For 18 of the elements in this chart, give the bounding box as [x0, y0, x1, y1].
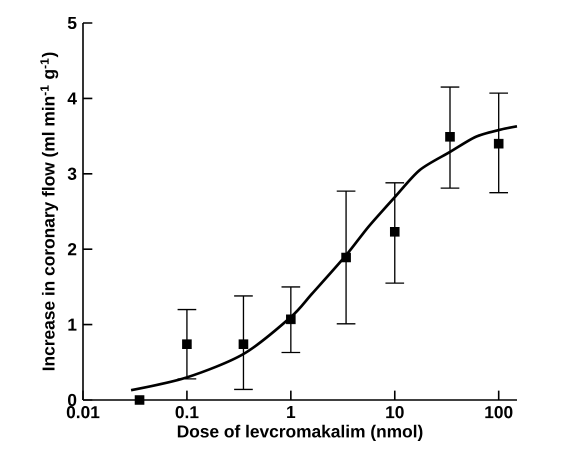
y-tick-label: 0 — [68, 394, 76, 406]
y-tick-label: 1 — [68, 318, 76, 331]
y-tick-label: 3 — [68, 168, 76, 180]
x-tick-label: 1 — [287, 406, 296, 418]
x-tick-label: 0.01 — [66, 406, 100, 418]
x-axis-title: Dose of levcromakalim (nmol) — [178, 424, 422, 441]
point — [390, 227, 400, 237]
x-tick-label: 10 — [386, 406, 404, 418]
point — [134, 395, 144, 405]
x-tick-label: 100 — [485, 406, 512, 418]
point — [341, 252, 351, 262]
y-tick-label: 5 — [68, 16, 76, 30]
point — [494, 138, 504, 148]
point — [238, 339, 248, 350]
x-tick-label: 0.1 — [176, 406, 198, 418]
y-tick-label: 4 — [68, 92, 77, 104]
y-axis-title: Increase in coronary flow (ml min$^{-1}$ g$^{-1}$) — [40, 52, 58, 370]
y-tick-label: 2 — [68, 243, 76, 256]
